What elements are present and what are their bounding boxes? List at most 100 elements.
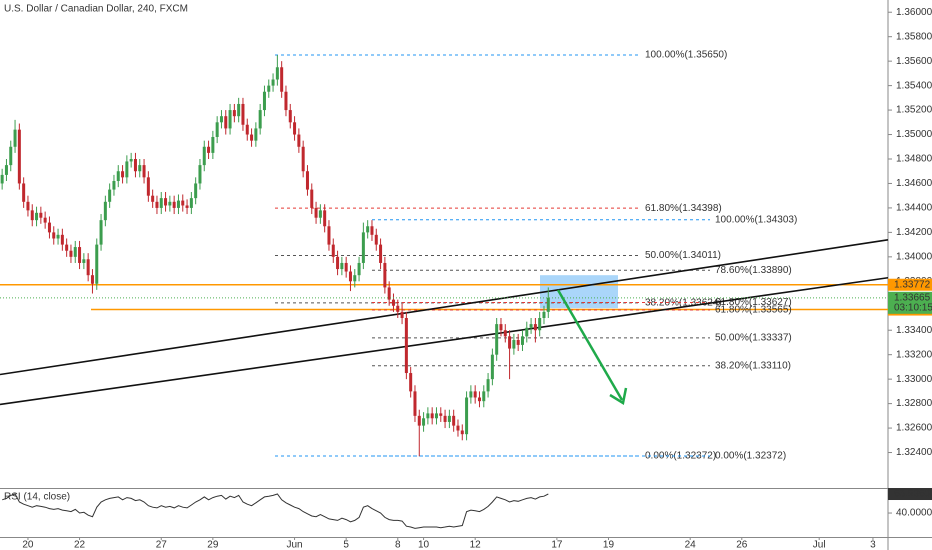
fib-label: 50.00%(1.33337) (715, 333, 792, 344)
fib-label: 78.60%(1.33890) (715, 265, 792, 276)
candle-body (473, 391, 477, 398)
candle-body (301, 146, 305, 172)
y-tick-label: 1.32800 (896, 398, 932, 409)
x-tick-label: 19 (603, 540, 615, 550)
candle-body (142, 165, 146, 178)
candle-body (533, 324, 537, 331)
x-tick-label: 5 (343, 540, 349, 550)
candle-body (482, 391, 486, 402)
fib-label: 100.00%(1.34303) (715, 214, 797, 225)
candle-body (396, 305, 400, 312)
candle-body (198, 165, 202, 184)
candle-body (499, 324, 503, 331)
candle-body (86, 259, 90, 276)
y-tick-label: 1.34200 (896, 227, 932, 238)
candle-body (525, 327, 529, 337)
candle-body (318, 210, 322, 218)
fib-label: 61.80%(1.33565) (715, 305, 792, 316)
fib-label: 61.80%(1.33627) (715, 297, 792, 308)
candle-body (430, 413, 434, 419)
candle-body (413, 391, 417, 416)
candle-body (176, 200, 180, 208)
candle-body (35, 212, 39, 221)
candle-body (477, 397, 481, 402)
candle-body (99, 220, 103, 245)
candle-body (370, 226, 374, 235)
candle-body (250, 134, 254, 141)
candle-body (103, 201, 107, 221)
candle-body (43, 217, 47, 223)
candle-body (121, 171, 125, 178)
candle-body (232, 110, 236, 117)
candle-body (202, 146, 206, 166)
candle-body (159, 198, 163, 208)
rsi-value-label: 65.9363 (894, 489, 931, 500)
candle-body (293, 122, 297, 135)
candle-body (138, 165, 142, 172)
candle-body (417, 415, 421, 426)
candle-body (387, 287, 391, 300)
candle-body (331, 244, 335, 257)
x-tick-label: 29 (207, 540, 219, 550)
candle-body (344, 262, 348, 272)
candle-body (90, 275, 94, 284)
y-tick-label: 1.35200 (896, 105, 932, 116)
candle-body (379, 244, 383, 263)
candle-body (73, 247, 77, 257)
fib-label: 100.00%(1.35650) (645, 50, 727, 61)
candle-body (69, 250, 73, 257)
candle-body (465, 397, 469, 435)
y-tick-label: 1.34800 (896, 154, 932, 165)
candle-body (529, 324, 533, 328)
candle-body (116, 171, 120, 182)
y-tick-label: 1.33400 (896, 325, 932, 336)
x-tick-label: Jul (813, 540, 826, 550)
x-tick-label: 24 (685, 540, 697, 550)
arrow (556, 289, 624, 401)
candle-body (189, 198, 193, 208)
candle-body (4, 165, 8, 175)
main-pane: 1.36000 1.35800 1.35600 1.35400 1.35200 1.350… (0, 7, 932, 550)
candle-body (542, 311, 546, 318)
rsi-tick-label: 40.00000 (896, 508, 932, 519)
candle-body (17, 129, 21, 184)
candle-body (47, 222, 51, 233)
candle-body (512, 340, 516, 349)
candle-body (0, 174, 4, 184)
candle-body (65, 244, 69, 251)
candle-body (400, 311, 404, 318)
x-tick-label: 3 (870, 540, 876, 550)
fib-label: 61.80%(1.34398) (645, 203, 722, 214)
candle-body (434, 413, 438, 419)
candle-body (310, 189, 314, 208)
y-tick-label: 1.35600 (896, 56, 932, 67)
candle-body (452, 415, 456, 426)
y-tick-label: 1.35000 (896, 129, 932, 140)
level-axis-label: 1.33772 (894, 279, 931, 290)
candle-body (78, 247, 82, 263)
candle-body (383, 262, 387, 288)
candle-body (258, 110, 262, 129)
candle-body (60, 234, 64, 245)
y-tick-label: 1.34400 (896, 203, 932, 214)
candle-body (357, 262, 361, 276)
candle-body (56, 234, 60, 239)
candle-body (486, 379, 490, 392)
y-tick-label: 1.33000 (896, 374, 932, 385)
candle-body (336, 256, 340, 270)
candle-body (164, 198, 168, 206)
candle-body (228, 110, 232, 129)
y-tick-label: 1.32400 (896, 447, 932, 458)
x-tick-label: Jun (287, 540, 303, 550)
candle-body (353, 275, 357, 282)
candle-body (348, 271, 352, 282)
candle-body (26, 201, 30, 211)
x-tick-label: 12 (470, 540, 482, 550)
candle-body (271, 79, 275, 86)
candle-body (456, 425, 460, 431)
candle-body (52, 232, 56, 239)
x-tick-label: 27 (156, 540, 168, 550)
candle-body (13, 129, 17, 147)
candle-body (146, 177, 150, 196)
